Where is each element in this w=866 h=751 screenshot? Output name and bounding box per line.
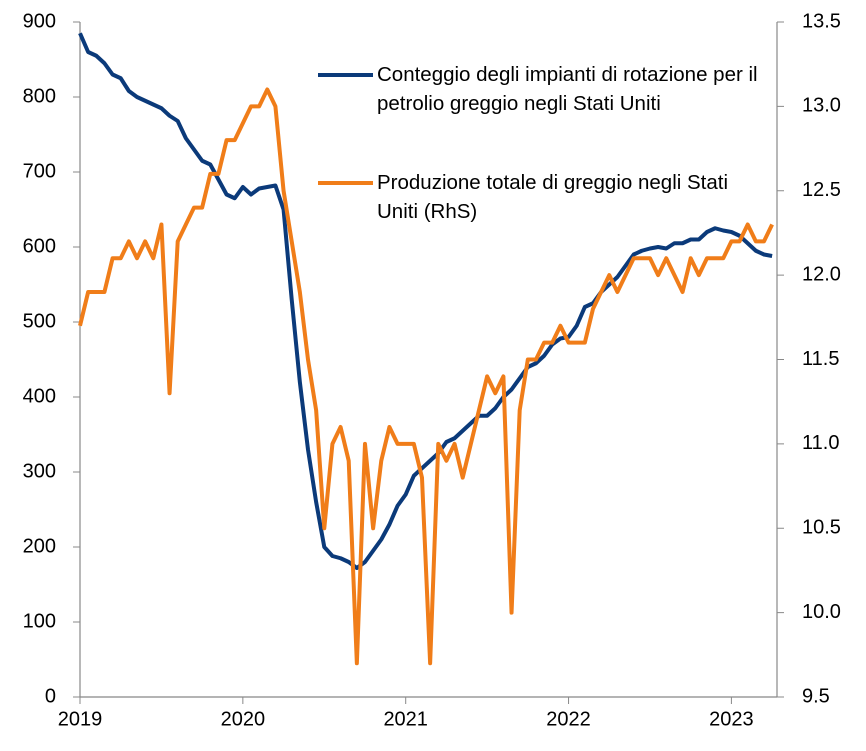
y-tick-label: 500 bbox=[23, 310, 56, 332]
y2-tick-label: 10.0 bbox=[802, 601, 841, 623]
y-tick-label: 400 bbox=[23, 385, 56, 407]
y2-tick-label: 9.5 bbox=[802, 685, 830, 707]
y-tick-label: 900 bbox=[23, 10, 56, 32]
y2-tick-label: 12.0 bbox=[802, 263, 841, 285]
x-tick-label: 2022 bbox=[546, 708, 591, 730]
x-tick-label: 2021 bbox=[383, 708, 428, 730]
y-tick-label: 200 bbox=[23, 535, 56, 557]
y2-tick-label: 10.5 bbox=[802, 517, 841, 539]
y-tick-label: 100 bbox=[23, 610, 56, 632]
y-tick-label: 300 bbox=[23, 460, 56, 482]
y2-tick-label: 11.5 bbox=[802, 348, 839, 370]
y-tick-label: 0 bbox=[45, 685, 56, 707]
x-tick-label: 2023 bbox=[709, 708, 754, 730]
y-tick-label: 700 bbox=[23, 160, 56, 182]
y-tick-label: 800 bbox=[23, 85, 56, 107]
y2-tick-label: 13.5 bbox=[802, 10, 841, 32]
y-tick-label: 600 bbox=[23, 235, 56, 257]
data-line bbox=[78, 32, 773, 570]
legend-label: Produzione totale di greggio negli Stati… bbox=[377, 171, 729, 223]
data-line bbox=[78, 87, 774, 666]
y2-tick-label: 13.0 bbox=[802, 95, 841, 117]
y2-tick-label: 11.0 bbox=[802, 432, 839, 454]
y2-tick-label: 12.5 bbox=[802, 179, 841, 201]
legend-label: Conteggio degli impianti di rotazione pe… bbox=[377, 63, 758, 115]
x-tick-label: 2019 bbox=[58, 708, 103, 730]
x-tick-label: 2020 bbox=[221, 708, 266, 730]
